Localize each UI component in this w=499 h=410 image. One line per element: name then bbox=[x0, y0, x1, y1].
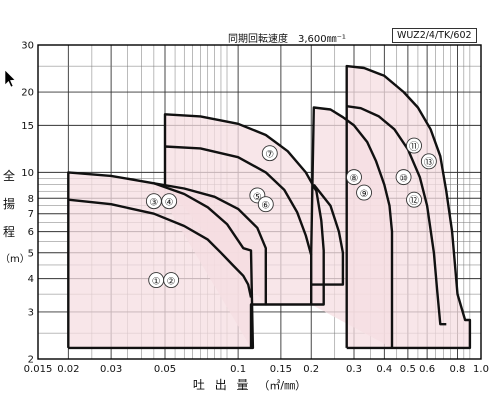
region-label: ② bbox=[167, 277, 176, 288]
x-axis-unit: （㎥/㎜） bbox=[258, 379, 307, 392]
region-label: ③ bbox=[149, 198, 158, 209]
x-tick-label: 1.0 bbox=[473, 364, 489, 375]
region-inner-small bbox=[68, 198, 253, 298]
y-tick-label: 8 bbox=[28, 194, 34, 205]
region-label: ⑧ bbox=[350, 174, 359, 185]
region-label-badge bbox=[420, 153, 437, 170]
region-label-badge bbox=[161, 193, 178, 210]
region-label-badge bbox=[406, 137, 422, 154]
x-tick-label: 0.03 bbox=[100, 364, 122, 375]
region-label-badge bbox=[406, 191, 422, 208]
region-fill-xxlarge bbox=[346, 66, 470, 348]
region-label: ⑤ bbox=[253, 192, 262, 203]
region-outlines bbox=[67, 64, 472, 350]
region-inner-xxlarge bbox=[346, 105, 447, 326]
region-outline-xxlarge bbox=[345, 64, 472, 350]
region-label-badge bbox=[356, 184, 373, 201]
y-tick-label: 15 bbox=[21, 121, 34, 132]
region-label: ① bbox=[152, 277, 161, 288]
x-tick-label: 0.15 bbox=[270, 364, 292, 375]
region-label-badge bbox=[395, 169, 412, 186]
x-tick-label: 0.015 bbox=[24, 364, 53, 375]
region-label: ⑨ bbox=[360, 189, 369, 200]
region-label-badge bbox=[261, 145, 278, 162]
region-label: ⑥ bbox=[261, 201, 270, 212]
region-inner-xlarge bbox=[311, 183, 345, 286]
region-fill-large bbox=[165, 114, 324, 305]
x-tick-label: 0.05 bbox=[154, 364, 176, 375]
y-tick-label: 10 bbox=[21, 168, 34, 179]
region-outline-large bbox=[163, 113, 325, 306]
y-tick-label: 30 bbox=[21, 41, 34, 52]
region-label-badge bbox=[257, 196, 274, 213]
region-label: ⑦ bbox=[265, 150, 274, 161]
y-tick-label: 3 bbox=[28, 307, 34, 318]
y-axis-label-char: （m） bbox=[0, 254, 30, 265]
region-label: ⑩ bbox=[399, 174, 408, 185]
region-label: ⑬ bbox=[424, 157, 434, 169]
region-label: ⑪ bbox=[409, 141, 419, 153]
x-tick-label: 0.8 bbox=[450, 364, 466, 375]
y-axis-label: 全 揚 程 （m） bbox=[0, 162, 30, 274]
region-outline-small bbox=[67, 171, 255, 350]
y-tick-label: 4 bbox=[28, 274, 34, 285]
plot-frame bbox=[37, 44, 482, 360]
y-axis-label-char: 程 bbox=[2, 225, 15, 239]
speed-note: 同期回転速度 3,600㎜⁻¹ bbox=[228, 34, 346, 45]
x-tick-label: 0.1 bbox=[230, 364, 246, 375]
region-label-badge bbox=[346, 169, 362, 186]
region-inner-large bbox=[164, 145, 313, 256]
x-axis-label: 吐 出 量 （㎥/㎜） bbox=[0, 376, 499, 393]
x-tick-label: 0.5 bbox=[400, 364, 416, 375]
y-tick-label: 5 bbox=[28, 248, 34, 259]
mouse-cursor-icon bbox=[4, 69, 16, 88]
region-labels: ① ② ③ ④ ⑤⑥ ⑦ ⑧⑨ ⑩ ⑪ ⑫ ⑬ bbox=[145, 137, 437, 289]
y-tick-label: 2 bbox=[28, 355, 34, 366]
tick-labels: 0.015 0.02 0.03 0.05 0.1 0.15 0.2 0.3 0.4 0.5 0.6 0… bbox=[21, 41, 489, 376]
x-tick-label: 0.02 bbox=[57, 364, 79, 375]
y-axis-label-char: 揚 bbox=[2, 197, 15, 211]
x-tick-label: 0.2 bbox=[303, 364, 319, 375]
x-tick-label: 0.3 bbox=[346, 364, 362, 375]
y-tick-label: 6 bbox=[28, 227, 34, 238]
region-label: ④ bbox=[165, 198, 174, 209]
y-tick-label: 20 bbox=[21, 88, 34, 99]
region-fills bbox=[68, 66, 470, 348]
y-axis-label-char: 全 bbox=[2, 169, 15, 183]
y-tick-label: 7 bbox=[28, 209, 34, 220]
region-label: ⑫ bbox=[409, 195, 419, 207]
region-outline-medium bbox=[153, 182, 267, 348]
x-axis-label-text: 吐 出 量 bbox=[192, 378, 252, 392]
x-tick-label: 0.6 bbox=[419, 364, 435, 375]
region-outline-xlarge bbox=[310, 106, 394, 348]
x-tick-label: 0.4 bbox=[376, 364, 392, 375]
model-label: WUZ2/4/TK/602 bbox=[392, 28, 477, 43]
region-label-badge bbox=[163, 272, 180, 289]
